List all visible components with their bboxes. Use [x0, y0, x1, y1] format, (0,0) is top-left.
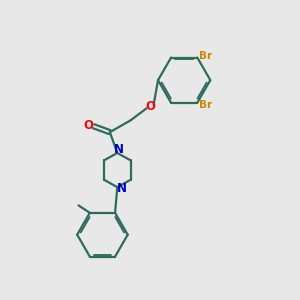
- Text: O: O: [145, 100, 155, 113]
- Text: Br: Br: [199, 51, 212, 61]
- Text: Br: Br: [199, 100, 212, 110]
- Text: N: N: [116, 182, 127, 195]
- Text: O: O: [83, 119, 93, 132]
- Text: N: N: [114, 143, 124, 156]
